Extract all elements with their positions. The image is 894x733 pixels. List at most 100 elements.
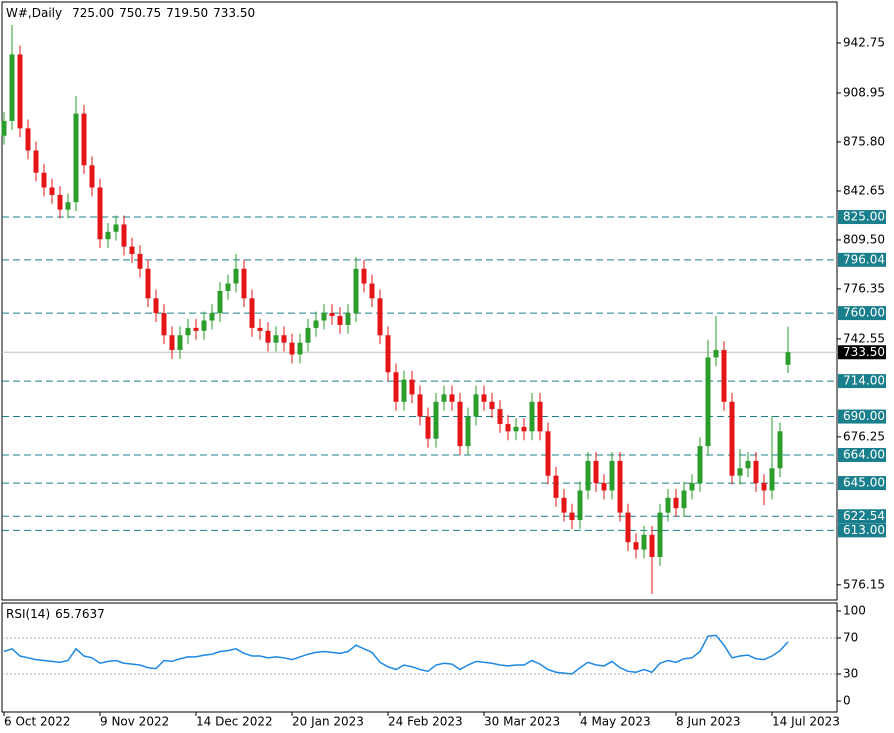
y-tick-label: 742.55 (843, 331, 885, 345)
x-tick-label: 6 Oct 2022 (4, 715, 71, 729)
candle-body (337, 316, 343, 325)
close-label: 733.50 (213, 6, 255, 20)
candle-body (201, 320, 207, 331)
candle-body (385, 335, 391, 373)
y-tick-label: 676.25 (843, 429, 885, 443)
candle-body (705, 357, 711, 447)
candle-body (57, 194, 63, 210)
candle-body (681, 490, 687, 509)
y-tick-label: 0 (843, 694, 851, 708)
x-tick-label: 20 Jan 2023 (292, 715, 364, 729)
candle-body (537, 401, 543, 432)
candle-body (65, 202, 71, 210)
y-tick-label: 776.35 (843, 281, 885, 295)
level-label: 690.00 (843, 409, 885, 423)
y-tick-label: 70 (843, 631, 858, 645)
candle-body (361, 268, 367, 284)
candle-body (401, 379, 407, 402)
candle-body (305, 327, 311, 343)
candle-body (641, 534, 647, 550)
open-label: 725.00 (72, 6, 114, 20)
candle-body (353, 268, 359, 314)
candle-body (449, 394, 455, 402)
candle-body (673, 497, 679, 509)
candle-body (241, 268, 247, 299)
candle-body (121, 224, 127, 247)
y-tick-label: 942.75 (843, 35, 885, 49)
candle-body (593, 460, 599, 484)
y-tick-label: 875.80 (843, 134, 885, 148)
level-label-box (838, 374, 886, 389)
x-tick-label: 24 Feb 2023 (388, 715, 463, 729)
candle-body (553, 475, 559, 498)
level-label-box (838, 476, 886, 491)
candle-body (489, 401, 495, 410)
x-tick-label: 4 May 2023 (580, 715, 651, 729)
candle-body (689, 483, 695, 491)
candle-body (713, 350, 719, 358)
candle-body (585, 460, 591, 491)
candle-body (217, 290, 223, 314)
candle-body (665, 497, 671, 513)
x-tick-label: 30 Mar 2023 (484, 715, 560, 729)
candle-body (737, 468, 743, 476)
y-tick-label: 842.65 (843, 183, 885, 197)
candle-body (457, 401, 463, 447)
y-tick-label: 809.50 (843, 232, 885, 246)
candle-body (25, 128, 31, 151)
rsi-line (3, 634, 789, 675)
candle-body (297, 342, 303, 355)
candle-body (137, 253, 143, 269)
candle-body (481, 394, 487, 402)
current-price-box (838, 345, 886, 360)
level-label: 613.00 (843, 523, 885, 537)
level-label: 825.00 (843, 210, 885, 224)
candle-body (513, 426, 519, 432)
candle-body (257, 327, 263, 331)
candle-body (505, 423, 511, 432)
candle-body (313, 320, 319, 328)
candle-body (729, 401, 735, 476)
level-label-box (838, 509, 886, 524)
current-price-label: 733.50 (843, 345, 885, 359)
candle-body (329, 313, 335, 317)
candle-body (617, 460, 623, 513)
candle-body (521, 426, 527, 432)
candle-body (169, 335, 175, 351)
candle-body (177, 335, 183, 351)
candle-body (777, 431, 783, 469)
candle-body (425, 416, 431, 439)
symbol: W#,Daily (6, 6, 62, 20)
candle-body (625, 512, 631, 543)
candle-body (529, 401, 535, 432)
rsi-header: RSI(14) 65.7637 (6, 607, 105, 621)
level-label-box (838, 252, 886, 267)
candle-body (81, 113, 87, 166)
candle-body (97, 187, 103, 240)
rsi-pane (1, 602, 838, 713)
candle-body (161, 313, 167, 336)
level-label-box (838, 523, 886, 538)
candle-body (769, 468, 775, 491)
level-label: 760.00 (843, 306, 885, 320)
y-tick-label: 908.95 (843, 85, 885, 99)
candle-body (409, 379, 415, 395)
candle-body (473, 394, 479, 417)
candle-body (193, 327, 199, 331)
candle-body (33, 150, 39, 173)
candle-body (225, 283, 231, 291)
candle-body (273, 335, 279, 343)
candle-body (633, 542, 639, 550)
candle-body (569, 512, 575, 521)
candle-body (577, 490, 583, 521)
candle-body (1, 120, 7, 136)
y-tick-label: 100 (843, 604, 866, 618)
y-tick-label: 30 (843, 667, 858, 681)
candle-body (321, 313, 327, 321)
candle-body (281, 335, 287, 343)
candle-body (41, 172, 47, 188)
level-label-box (838, 447, 886, 462)
chart-header: W#,Daily 725.00 750.75 719.50 733.50 (6, 6, 255, 20)
candle-body (761, 483, 767, 491)
